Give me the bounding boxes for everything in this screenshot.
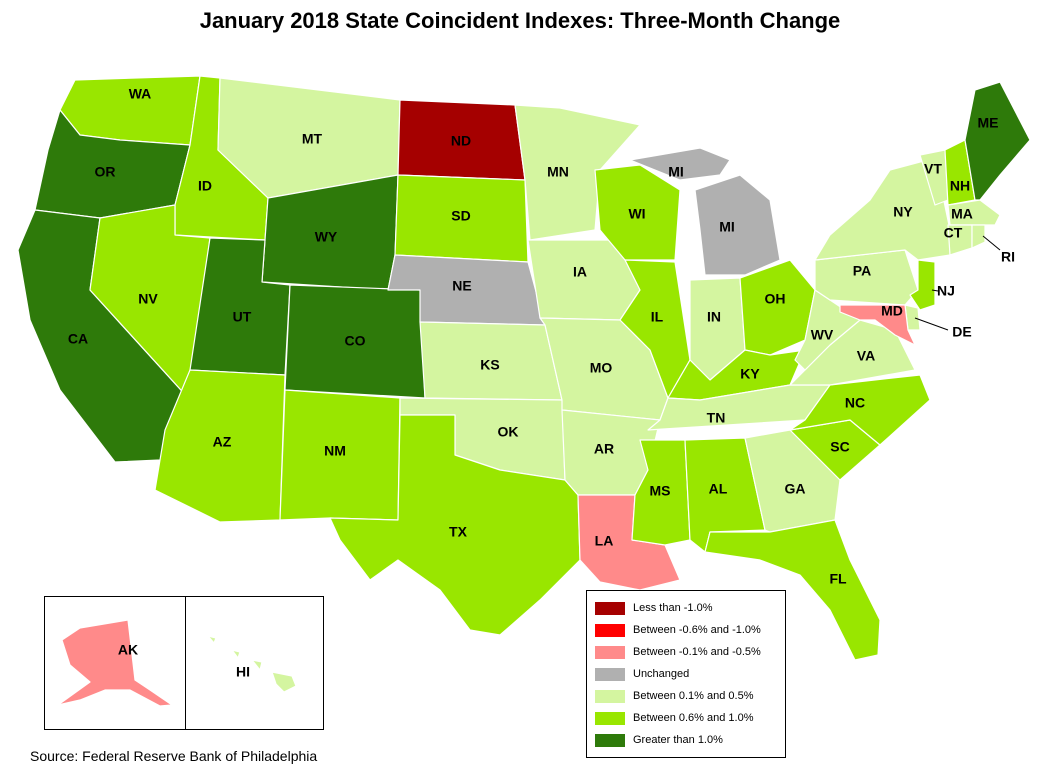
label-TX: TX (449, 524, 468, 540)
state-MD (839, 304, 916, 346)
label-WY: WY (315, 229, 338, 245)
state-TX (329, 414, 581, 636)
legend-label: Between 0.6% and 1.0% (633, 712, 754, 724)
label-KY: KY (740, 366, 760, 382)
label-TN: TN (707, 410, 726, 426)
legend-row: Unchanged (595, 663, 777, 685)
legend-row: Between 0.1% and 0.5% (595, 685, 777, 707)
label-MT: MT (302, 131, 323, 147)
inset-divider (185, 597, 186, 729)
label-MS: MS (650, 483, 671, 499)
label-WI: WI (628, 206, 645, 222)
state-OH (739, 259, 816, 356)
legend-row: Greater than 1.0% (595, 729, 777, 751)
label-VT: VT (924, 161, 942, 177)
state-MA (947, 199, 1001, 226)
label-SC: SC (830, 439, 849, 455)
legend: Less than -1.0% Between -0.6% and -1.0% … (586, 590, 786, 758)
label-NH: NH (950, 178, 970, 194)
state-RI (971, 224, 986, 249)
legend-swatch (595, 623, 625, 637)
label-FL: FL (829, 571, 847, 587)
label-AK: AK (118, 642, 138, 658)
legend-label: Greater than 1.0% (633, 734, 723, 746)
state-MI (694, 174, 781, 276)
label-PA: PA (853, 263, 871, 279)
legend-label: Between -0.1% and -0.5% (633, 646, 761, 658)
label-AZ: AZ (213, 434, 232, 450)
state-IL (619, 259, 691, 399)
map-title: January 2018 State Coincident Indexes: T… (199, 8, 841, 33)
leader-NJ (931, 289, 939, 292)
label-UT: UT (233, 309, 252, 325)
state-WI (594, 164, 681, 261)
label-IL: IL (651, 309, 664, 325)
label-MA: MA (951, 206, 973, 222)
label-ND: ND (451, 133, 471, 149)
label-AL: AL (709, 481, 728, 497)
label-NE: NE (452, 278, 471, 294)
label-NC: NC (845, 395, 865, 411)
legend-label: Between -0.6% and -1.0% (633, 624, 761, 636)
state-HI (207, 635, 297, 693)
legend-swatch (595, 601, 625, 615)
label-MO: MO (590, 360, 613, 376)
legend-row: Between 0.6% and 1.0% (595, 707, 777, 729)
legend-swatch (595, 645, 625, 659)
label-OR: OR (95, 164, 116, 180)
leader-DE (914, 317, 949, 331)
legend-row: Between -0.6% and -1.0% (595, 619, 777, 641)
label-NV: NV (138, 291, 158, 307)
state-MI-upper (629, 147, 731, 181)
label-CA: CA (68, 331, 88, 347)
state-NJ (909, 259, 936, 311)
inset-box (44, 596, 324, 730)
label-WA: WA (129, 86, 152, 102)
label-GA: GA (785, 481, 806, 497)
source-note: Source: Federal Reserve Bank of Philadel… (30, 748, 318, 764)
legend-label: Less than -1.0% (633, 602, 713, 614)
legend-swatch (595, 667, 625, 681)
label-AR: AR (594, 441, 614, 457)
legend-swatch (595, 689, 625, 703)
label-WV: WV (811, 327, 834, 343)
legend-label: Between 0.1% and 0.5% (633, 690, 754, 702)
label-MD: MD (881, 303, 903, 319)
label-KS: KS (480, 357, 499, 373)
legend-row: Less than -1.0% (595, 597, 777, 619)
legend-label: Unchanged (633, 668, 690, 680)
label-NJ: NJ (937, 283, 955, 299)
label-NY: NY (893, 204, 913, 220)
label-ME: ME (978, 115, 999, 131)
label-ID: ID (198, 178, 212, 194)
state-AZ (154, 369, 286, 523)
label-NM: NM (324, 443, 346, 459)
legend-swatch (595, 733, 625, 747)
label-SD: SD (451, 208, 470, 224)
state-AK (57, 619, 173, 707)
legend-row: Between -0.1% and -0.5% (595, 641, 777, 663)
label-MI: MI (719, 219, 735, 235)
label-OH: OH (765, 291, 786, 307)
state-FL (704, 519, 881, 661)
label-MI-upper: MI (668, 164, 684, 180)
leader-RI (982, 235, 1001, 251)
state-NC (789, 374, 931, 446)
label-RI: RI (1001, 249, 1015, 265)
state-ME (964, 81, 1031, 201)
label-MN: MN (547, 164, 569, 180)
label-VA: VA (857, 348, 875, 364)
label-CO: CO (345, 333, 366, 349)
label-LA: LA (595, 533, 614, 549)
legend-swatch (595, 711, 625, 725)
label-OK: OK (498, 424, 519, 440)
label-DE: DE (952, 324, 971, 340)
label-HI: HI (236, 664, 250, 680)
label-CT: CT (944, 225, 963, 241)
label-IN: IN (707, 309, 721, 325)
label-IA: IA (573, 264, 587, 280)
